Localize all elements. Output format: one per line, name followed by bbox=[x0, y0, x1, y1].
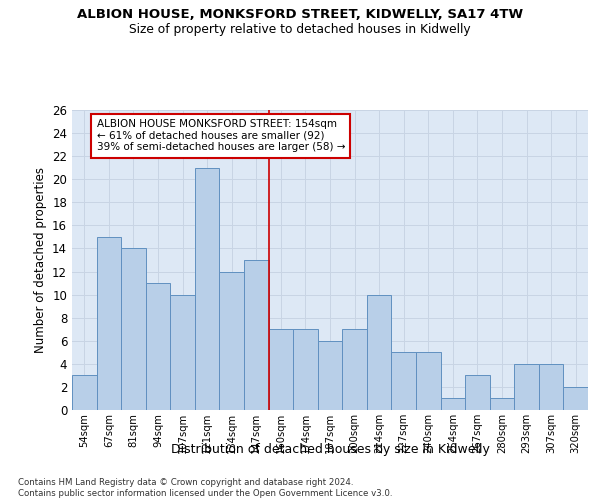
Bar bbox=[539, 364, 563, 410]
Bar bbox=[367, 294, 391, 410]
Bar bbox=[514, 364, 539, 410]
Bar bbox=[465, 376, 490, 410]
Bar bbox=[121, 248, 146, 410]
Bar bbox=[72, 376, 97, 410]
Text: Contains HM Land Registry data © Crown copyright and database right 2024.
Contai: Contains HM Land Registry data © Crown c… bbox=[18, 478, 392, 498]
Y-axis label: Number of detached properties: Number of detached properties bbox=[34, 167, 47, 353]
Bar bbox=[170, 294, 195, 410]
Bar bbox=[416, 352, 440, 410]
Bar bbox=[490, 398, 514, 410]
Bar bbox=[195, 168, 220, 410]
Bar bbox=[342, 329, 367, 410]
Bar bbox=[293, 329, 318, 410]
Bar bbox=[244, 260, 269, 410]
Text: Distribution of detached houses by size in Kidwelly: Distribution of detached houses by size … bbox=[170, 442, 490, 456]
Bar bbox=[146, 283, 170, 410]
Bar bbox=[220, 272, 244, 410]
Bar bbox=[97, 237, 121, 410]
Text: Size of property relative to detached houses in Kidwelly: Size of property relative to detached ho… bbox=[129, 22, 471, 36]
Bar bbox=[440, 398, 465, 410]
Bar bbox=[269, 329, 293, 410]
Bar bbox=[318, 341, 342, 410]
Text: ALBION HOUSE, MONKSFORD STREET, KIDWELLY, SA17 4TW: ALBION HOUSE, MONKSFORD STREET, KIDWELLY… bbox=[77, 8, 523, 20]
Text: ALBION HOUSE MONKSFORD STREET: 154sqm
← 61% of detached houses are smaller (92)
: ALBION HOUSE MONKSFORD STREET: 154sqm ← … bbox=[97, 119, 345, 152]
Bar bbox=[391, 352, 416, 410]
Bar bbox=[563, 387, 588, 410]
